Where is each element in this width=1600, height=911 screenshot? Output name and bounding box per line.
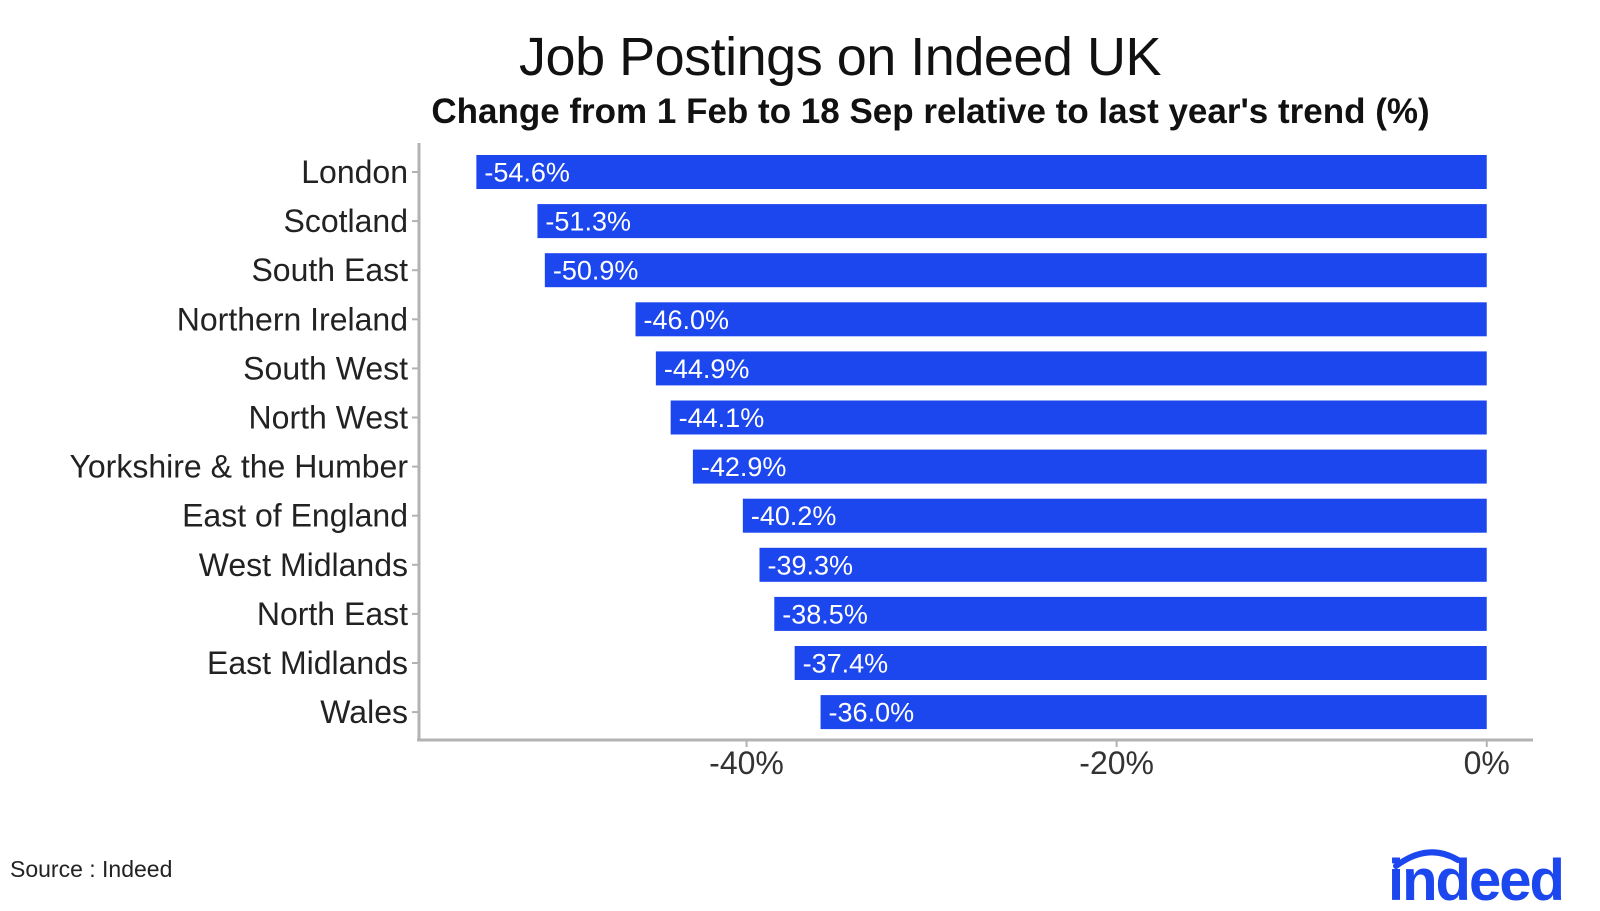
data-label-north-east: -38.5% [782, 599, 868, 629]
x-tick-label: 0% [1464, 745, 1510, 781]
data-label-wales: -36.0% [829, 698, 915, 728]
x-tick-label: -20% [1079, 745, 1154, 781]
indeed-logo: indeed [1388, 846, 1578, 911]
chart-subtitle: Change from 1 Feb to 18 Sep relative to … [431, 92, 1430, 131]
bar-north-east [774, 596, 1487, 631]
category-label-south-east: South East [251, 252, 408, 288]
category-label-london: London [301, 154, 408, 190]
bar-northern-ireland [635, 302, 1487, 337]
category-label-yorkshire-the-humber: Yorkshire & the Humber [69, 449, 408, 485]
data-label-scotland: -51.3% [545, 207, 631, 237]
category-label-northern-ireland: Northern Ireland [177, 301, 408, 337]
bars-group: -54.6% -51.3% -50.9%-46.0% -44.9% -44.1% -42.… [476, 155, 1487, 730]
svg-text:indeed: indeed [1388, 848, 1563, 906]
source-note: Source : Indeed [10, 856, 173, 882]
data-label-yorkshire-the-humber: -42.9% [701, 452, 787, 482]
bar-chart: -54.6% -51.3% -50.9%-46.0% -44.9% -44.1% -42.… [69, 143, 1533, 781]
category-label-north-west: North West [249, 400, 409, 436]
data-label-east-of-england: -40.2% [751, 501, 837, 531]
data-label-north-west: -44.1% [679, 403, 765, 433]
x-tick-label: -40% [709, 745, 784, 781]
data-label-south-west: -44.9% [664, 354, 750, 384]
bar-wales [820, 695, 1487, 730]
bar-west-midlands [759, 547, 1487, 582]
bar-london [476, 155, 1487, 189]
category-label-scotland: Scotland [283, 203, 408, 239]
data-label-south-east: -50.9% [553, 256, 639, 286]
data-label-west-midlands: -39.3% [767, 550, 853, 580]
category-label-east-of-england: East of England [182, 498, 408, 534]
data-label-london: -54.6% [484, 158, 570, 188]
axes-group: London Scotland South East Northern Ireland… [69, 143, 1533, 781]
bar-north-west [670, 400, 1487, 435]
category-label-east-midlands: East Midlands [207, 645, 408, 681]
category-label-wales: Wales [320, 694, 408, 730]
bar-east-midlands [794, 646, 1487, 680]
category-label-west-midlands: West Midlands [199, 547, 408, 583]
data-label-northern-ireland: -46.0% [644, 305, 730, 335]
bar-south-east [544, 253, 1487, 288]
bar-east-of-england [742, 498, 1487, 533]
category-label-south-west: South West [243, 350, 408, 386]
bar-scotland [537, 204, 1487, 239]
category-label-north-east: North East [257, 596, 408, 632]
bar-yorkshire-the-humber [692, 449, 1487, 484]
bar-south-west [655, 351, 1487, 386]
data-label-east-midlands: -37.4% [803, 649, 889, 679]
chart-title: Job Postings on Indeed UK [519, 27, 1161, 87]
